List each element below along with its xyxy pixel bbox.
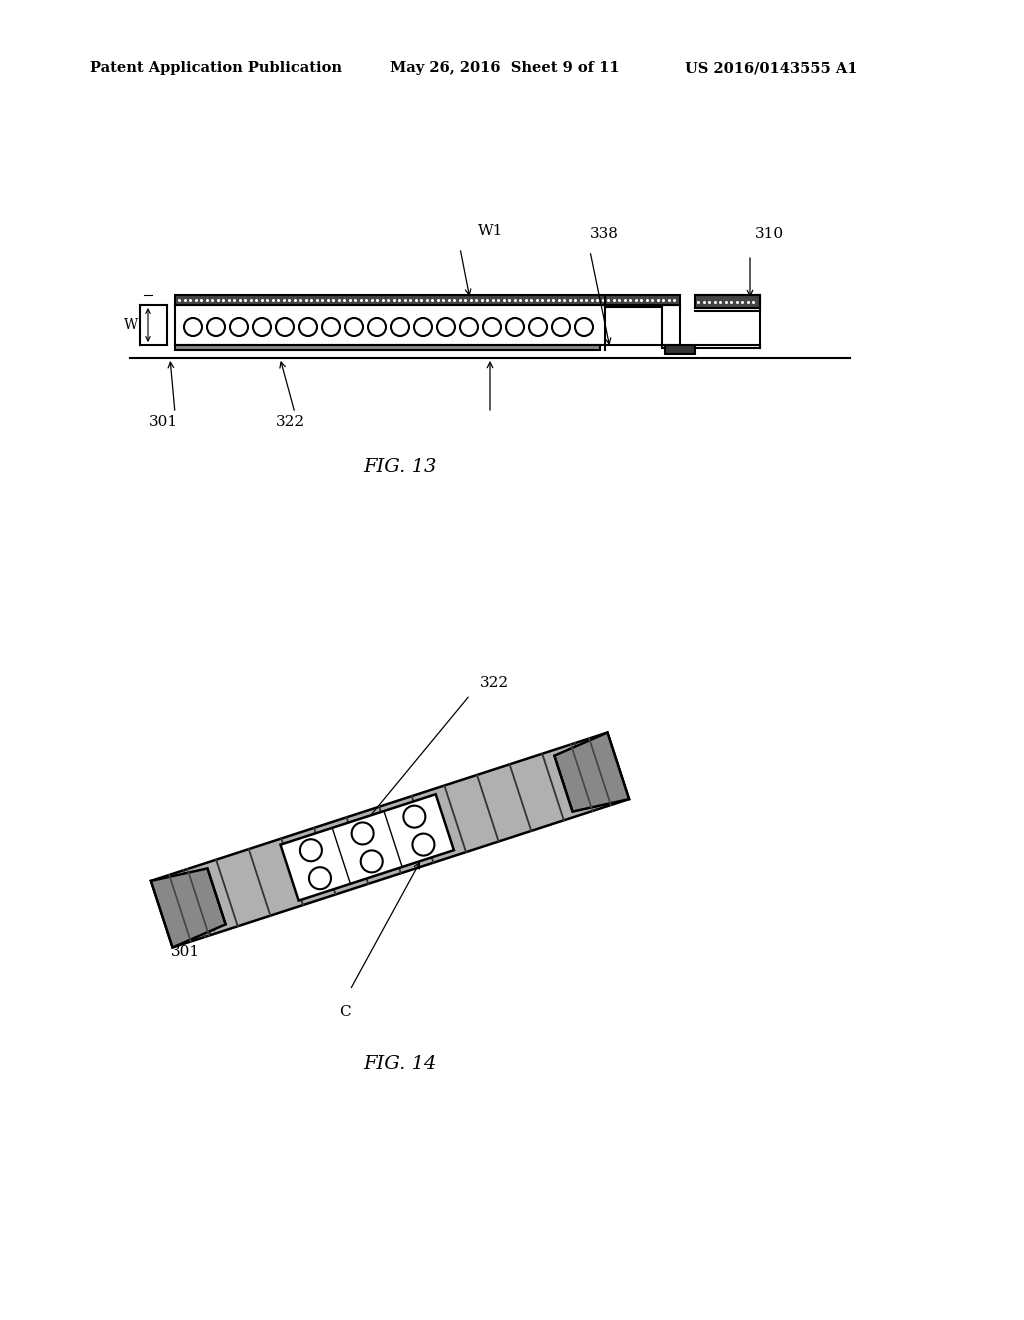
Text: 310: 310 bbox=[755, 227, 784, 242]
Circle shape bbox=[300, 840, 322, 861]
Circle shape bbox=[575, 318, 593, 337]
Circle shape bbox=[345, 318, 362, 337]
Circle shape bbox=[414, 318, 432, 337]
Circle shape bbox=[368, 318, 386, 337]
Text: W: W bbox=[124, 318, 138, 333]
Circle shape bbox=[184, 318, 202, 337]
Circle shape bbox=[351, 822, 374, 845]
Text: 322: 322 bbox=[480, 676, 509, 690]
Circle shape bbox=[413, 834, 434, 855]
Polygon shape bbox=[554, 733, 629, 812]
Bar bbox=[175, 345, 600, 350]
Circle shape bbox=[230, 318, 248, 337]
Circle shape bbox=[253, 318, 271, 337]
Circle shape bbox=[460, 318, 478, 337]
Text: Patent Application Publication: Patent Application Publication bbox=[90, 61, 342, 75]
Text: May 26, 2016  Sheet 9 of 11: May 26, 2016 Sheet 9 of 11 bbox=[390, 61, 620, 75]
Bar bbox=[175, 294, 680, 305]
Text: 301: 301 bbox=[148, 414, 177, 429]
Text: FIG. 13: FIG. 13 bbox=[364, 458, 436, 477]
Text: 338: 338 bbox=[590, 227, 618, 242]
Bar bbox=[695, 294, 760, 308]
Text: FIG. 14: FIG. 14 bbox=[364, 1055, 436, 1073]
Text: 322: 322 bbox=[275, 414, 304, 429]
Polygon shape bbox=[281, 795, 454, 900]
Circle shape bbox=[391, 318, 409, 337]
Bar bbox=[665, 345, 695, 354]
Text: 301: 301 bbox=[170, 945, 200, 960]
Circle shape bbox=[322, 318, 340, 337]
Bar bbox=[175, 305, 680, 345]
Circle shape bbox=[276, 318, 294, 337]
Text: C: C bbox=[339, 1005, 351, 1019]
Circle shape bbox=[207, 318, 225, 337]
Circle shape bbox=[529, 318, 547, 337]
Text: W1: W1 bbox=[478, 224, 504, 238]
Circle shape bbox=[437, 318, 455, 337]
Polygon shape bbox=[151, 869, 225, 948]
Polygon shape bbox=[151, 733, 629, 948]
Circle shape bbox=[552, 318, 570, 337]
Circle shape bbox=[360, 850, 383, 873]
Circle shape bbox=[403, 805, 425, 828]
Circle shape bbox=[483, 318, 501, 337]
Text: US 2016/0143555 A1: US 2016/0143555 A1 bbox=[685, 61, 857, 75]
Circle shape bbox=[506, 318, 524, 337]
Circle shape bbox=[309, 867, 331, 890]
Circle shape bbox=[299, 318, 317, 337]
